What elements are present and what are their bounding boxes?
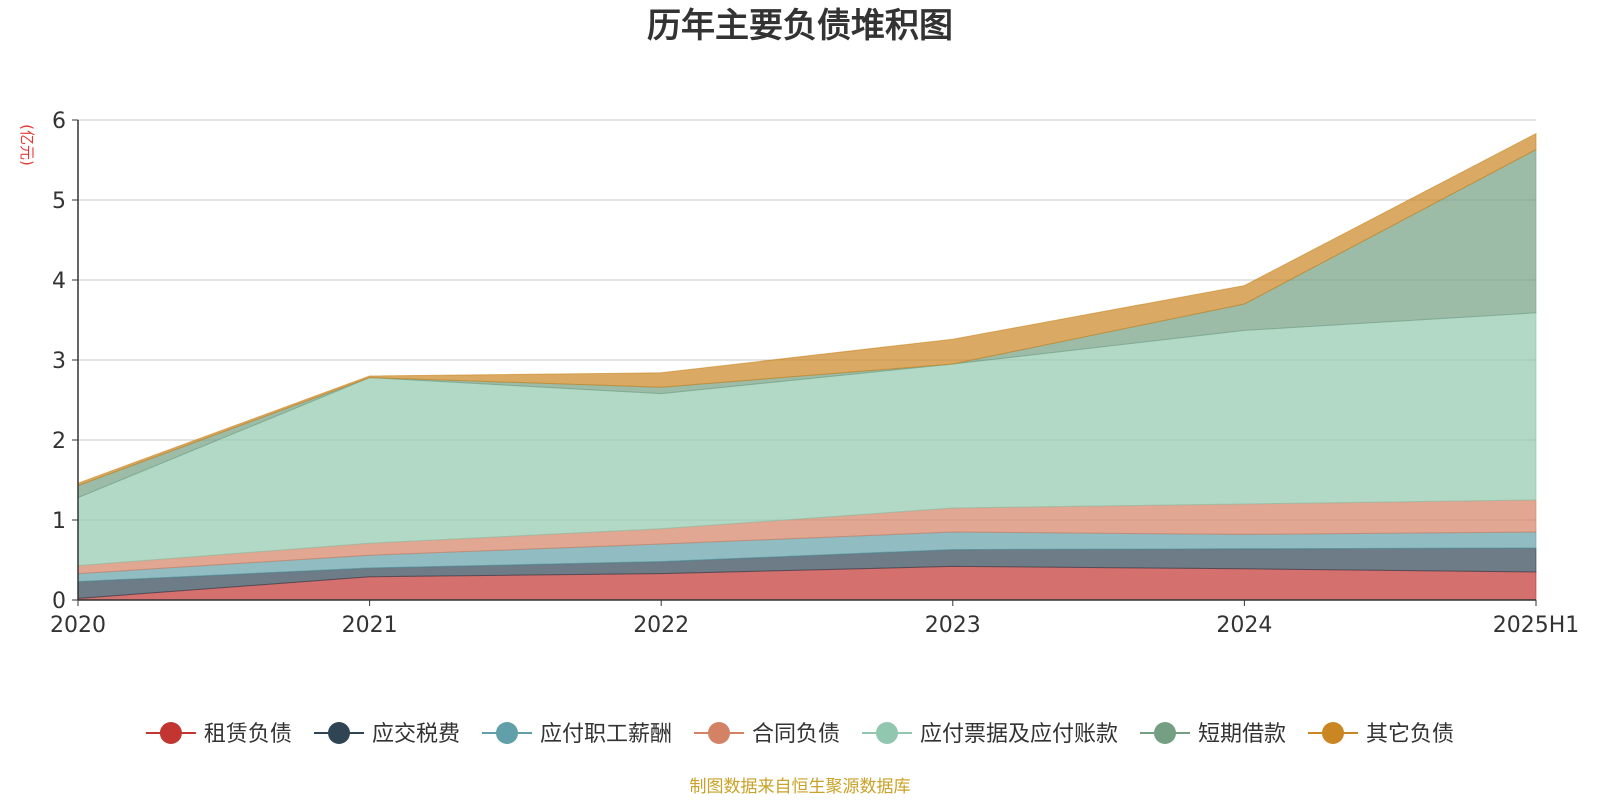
legend-marker <box>876 722 898 744</box>
legend-marker <box>708 722 730 744</box>
legend-item-2[interactable]: 应付职工薪酬 <box>482 722 672 747</box>
legend-label: 其它负债 <box>1366 722 1454 747</box>
source-note: 制图数据来自恒生聚源数据库 <box>690 777 911 797</box>
legend-item-6[interactable]: 其它负债 <box>1308 722 1454 747</box>
legend-item-4[interactable]: 应付票据及应付账款 <box>862 722 1118 747</box>
y-tick-label: 6 <box>52 109 66 134</box>
area-6 <box>77 132 1537 487</box>
legend-label: 租赁负债 <box>204 722 292 747</box>
x-tick-label: 2020 <box>50 613 106 638</box>
legend-marker <box>496 722 518 744</box>
y-tick-label: 4 <box>52 269 66 294</box>
legend-marker <box>1154 722 1176 744</box>
x-tick-label: 2025H1 <box>1493 613 1580 638</box>
legend-item-1[interactable]: 应交税费 <box>314 722 460 747</box>
legend-label: 应交税费 <box>372 722 460 747</box>
axes: 0 1 2 3 4 5 6 2020 2021 2022 2023 2024 2025H1 <box>50 109 1579 638</box>
legend-label: 应付职工薪酬 <box>540 722 672 747</box>
legend[interactable]: 租赁负债 应交税费 应付职工薪酬 合同负债 应付票据及应付账款 短期借款 其它负债 <box>145 722 1454 747</box>
x-tick-label: 2021 <box>342 613 398 638</box>
x-tick-label: 2022 <box>633 613 689 638</box>
legend-item-0[interactable]: 租赁负债 <box>145 722 292 747</box>
y-tick-label: 5 <box>52 189 66 214</box>
y-tick-label: 2 <box>52 429 66 454</box>
legend-label: 合同负债 <box>752 722 840 747</box>
legend-label: 短期借款 <box>1198 722 1286 747</box>
y-axis-unit: (亿元) <box>18 124 36 166</box>
y-tick-label: 3 <box>52 349 66 374</box>
legend-item-3[interactable]: 合同负债 <box>694 722 840 747</box>
legend-label: 应付票据及应付账款 <box>920 722 1118 747</box>
legend-marker <box>328 722 350 744</box>
y-tick-label: 0 <box>52 589 66 614</box>
x-tick-label: 2024 <box>1216 613 1272 638</box>
legend-marker <box>1322 722 1344 744</box>
legend-marker <box>159 722 182 744</box>
y-tick-label: 1 <box>52 509 66 534</box>
legend-item-5[interactable]: 短期借款 <box>1140 722 1286 747</box>
x-tick-label: 2023 <box>925 613 981 638</box>
area-series <box>77 132 1537 601</box>
chart-title: 历年主要负债堆积图 <box>647 6 953 46</box>
